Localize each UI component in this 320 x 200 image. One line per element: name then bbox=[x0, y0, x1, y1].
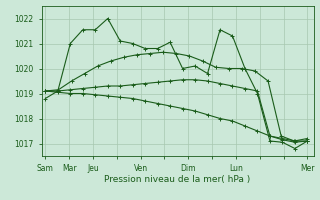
X-axis label: Pression niveau de la mer( hPa ): Pression niveau de la mer( hPa ) bbox=[104, 175, 251, 184]
